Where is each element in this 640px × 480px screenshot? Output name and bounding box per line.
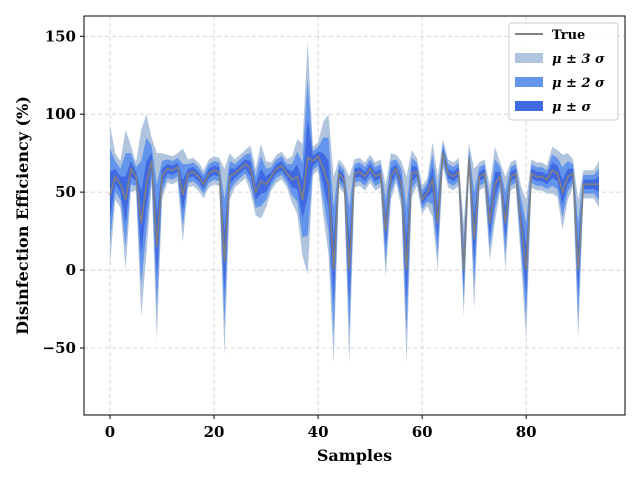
legend-label: True	[552, 28, 585, 43]
true-line	[109, 152, 599, 271]
y-tick-label: 0	[66, 261, 76, 279]
x-tick-label: 40	[308, 423, 329, 441]
y-tick-label: 100	[45, 105, 76, 123]
y-tick-label: 50	[55, 183, 76, 201]
y-tick-label: 150	[45, 27, 76, 45]
plot-frame	[83, 15, 626, 416]
x-axis-label: Samples	[317, 446, 392, 465]
legend: True μ ± 3 σ μ ± 2 σ μ ± σ	[508, 22, 619, 121]
band-3-sigma	[110, 40, 599, 364]
legend-label: μ ± 3 σ	[552, 52, 605, 67]
tick-layer: 0 20 40 60 80 −50 0 50 100 150	[43, 27, 537, 441]
x-tick-label: 80	[516, 423, 537, 441]
legend-swatch-band	[515, 53, 543, 63]
x-tick-label: 20	[204, 423, 225, 441]
legend-swatch-band	[515, 77, 543, 87]
legend-label: μ ± 2 σ	[552, 76, 605, 91]
y-tick-label: −50	[43, 339, 76, 357]
band-layer	[110, 40, 599, 364]
x-tick-label: 60	[412, 423, 433, 441]
y-axis-label: Disinfection Efficiency (%)	[13, 96, 32, 335]
legend-label: μ ± σ	[552, 100, 591, 115]
legend-box	[508, 22, 619, 121]
line-layer	[109, 152, 599, 271]
legend-swatch-band	[515, 101, 543, 111]
x-tick-label: 0	[105, 423, 115, 441]
